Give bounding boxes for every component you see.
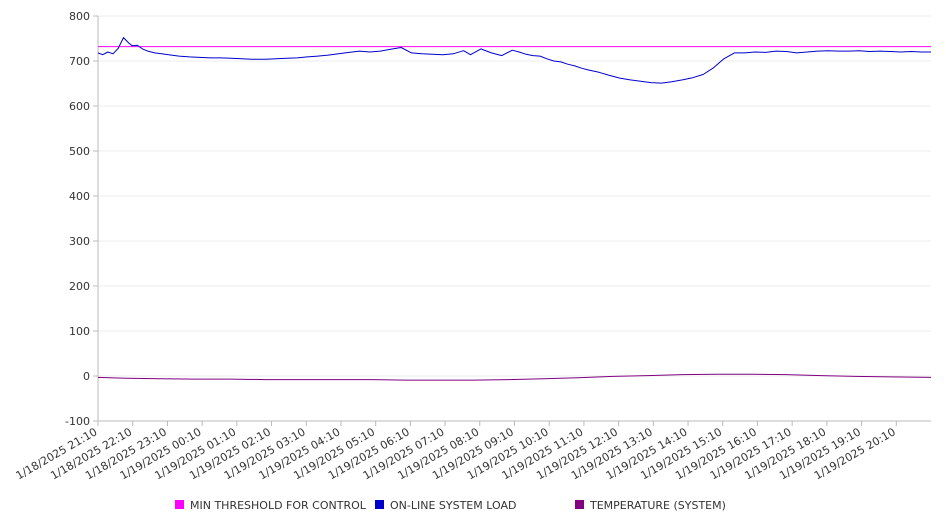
legend: MIN THRESHOLD FOR CONTROL ON-LINE SYSTEM … [175,499,726,512]
y-tick-label: 300 [69,235,90,248]
y-tick-label: 700 [69,55,90,68]
legend-swatch [575,500,584,509]
legend-swatch [375,500,384,509]
legend-label: TEMPERATURE (SYSTEM) [589,499,726,512]
y-tick-label: 400 [69,190,90,203]
grid-lines [98,15,931,422]
legend-label: ON-LINE SYSTEM LOAD [390,499,516,512]
y-axis-ticks: -100 0 100 200 300 400 500 600 700 800 [65,10,98,428]
y-tick-label: 800 [69,10,90,23]
y-tick-label: 0 [83,370,90,383]
y-tick-label: 100 [69,325,90,338]
series-line-2 [97,373,932,381]
y-tick-label: 500 [69,145,90,158]
series-line-1 [97,37,931,84]
axes [97,16,931,422]
series-lines [97,37,932,381]
legend-label: MIN THRESHOLD FOR CONTROL [190,499,367,512]
y-tick-label: 200 [69,280,90,293]
y-tick-label: 600 [69,100,90,113]
x-axis-ticks: 1/18/2025 21:101/18/2025 22:101/18/2025 … [14,421,898,482]
legend-swatch [175,500,184,509]
y-tick-label: -100 [65,415,90,428]
